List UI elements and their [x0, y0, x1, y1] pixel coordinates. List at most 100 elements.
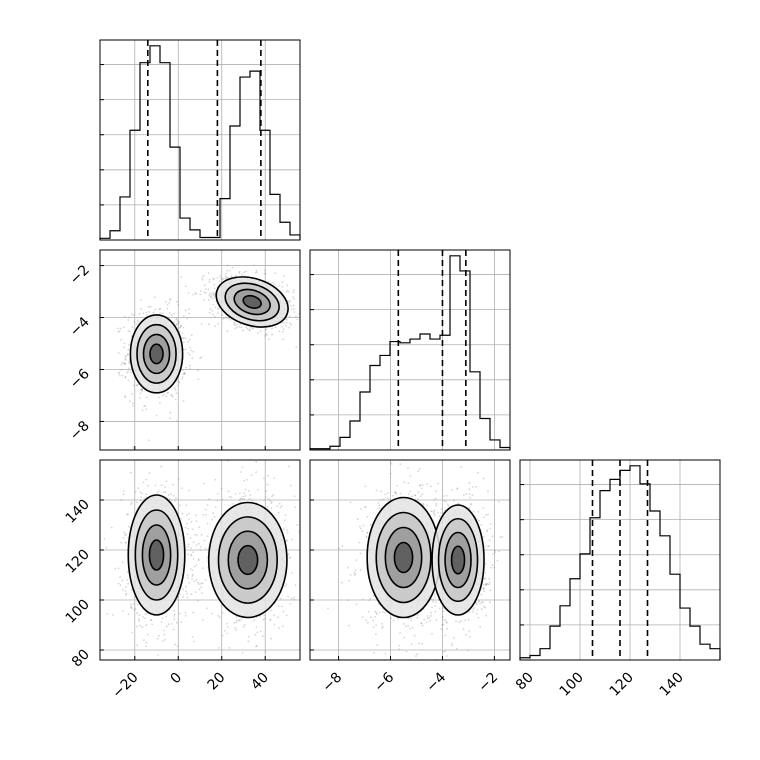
sample-point	[160, 465, 163, 468]
sample-point	[355, 559, 358, 562]
sample-point	[200, 586, 202, 588]
sample-point	[242, 625, 245, 628]
scatter-panel-p1-p2	[309, 459, 511, 661]
density-contour	[127, 494, 186, 616]
sample-point	[169, 417, 172, 420]
panel-frame	[519, 459, 721, 661]
sample-point	[272, 494, 275, 497]
sample-point	[172, 628, 175, 631]
sample-point	[124, 362, 126, 364]
sample-point	[163, 393, 166, 396]
sample-point	[482, 587, 485, 590]
sample-point	[170, 493, 173, 496]
sample-point	[373, 651, 375, 654]
sample-point	[249, 494, 252, 497]
sample-point	[488, 581, 491, 584]
sample-point	[137, 383, 140, 386]
sample-point	[180, 324, 182, 327]
sample-point	[265, 334, 268, 336]
sample-point	[194, 292, 197, 294]
sample-point	[129, 371, 132, 373]
sample-point	[194, 591, 197, 593]
sample-point	[364, 506, 366, 508]
sample-point	[407, 467, 409, 469]
density-fill	[238, 545, 258, 575]
sample-point	[386, 497, 389, 499]
histogram-panel-2	[519, 459, 721, 661]
sample-point	[208, 323, 210, 326]
sample-point	[285, 321, 288, 324]
sample-point	[491, 564, 494, 566]
sample-point	[145, 478, 148, 481]
sample-point	[434, 610, 437, 613]
sample-point	[419, 483, 422, 486]
sample-point	[399, 632, 401, 634]
sample-point	[290, 324, 293, 326]
sample-point	[270, 501, 273, 503]
sample-point	[186, 596, 189, 599]
sample-point	[433, 509, 436, 512]
sample-point	[255, 645, 258, 647]
sample-point	[188, 312, 191, 315]
sample-point	[481, 601, 483, 604]
sample-point	[248, 490, 250, 492]
sample-point	[270, 675, 272, 677]
sample-point	[426, 483, 428, 485]
sample-point	[203, 539, 206, 542]
sample-point	[163, 629, 165, 632]
sample-point	[278, 627, 280, 629]
sample-point	[214, 306, 217, 309]
sample-point	[135, 323, 138, 325]
sample-point	[289, 322, 291, 325]
sample-point	[265, 328, 268, 331]
sample-point	[426, 617, 429, 620]
sample-point	[485, 614, 487, 617]
sample-point	[372, 594, 375, 597]
sample-point	[182, 336, 185, 339]
sample-point	[369, 616, 372, 619]
sample-point	[296, 524, 299, 526]
sample-point	[138, 313, 141, 316]
sample-point	[291, 538, 293, 541]
sample-point	[207, 288, 210, 291]
sample-point	[157, 654, 159, 656]
sample-point	[132, 446, 135, 449]
sample-point	[191, 528, 194, 531]
sample-point	[263, 477, 265, 480]
sample-point	[192, 551, 194, 553]
sample-point	[187, 543, 190, 546]
sample-point	[267, 281, 270, 283]
sample-point	[372, 619, 375, 622]
sample-point	[304, 597, 306, 599]
sample-point	[236, 326, 238, 329]
sample-point	[131, 326, 134, 328]
sample-point	[173, 618, 176, 621]
sample-point	[159, 307, 162, 310]
sample-point	[228, 269, 231, 272]
sample-point	[291, 572, 293, 574]
sample-point	[380, 499, 383, 501]
sample-point	[141, 492, 144, 495]
sample-point	[442, 610, 444, 613]
sample-point	[217, 322, 220, 325]
sample-point	[136, 384, 139, 387]
sample-point	[127, 343, 130, 346]
sample-point	[270, 609, 273, 612]
sample-point	[488, 578, 491, 580]
sample-point	[262, 618, 265, 621]
sample-point	[200, 356, 203, 358]
sample-point	[278, 330, 281, 333]
sample-point	[266, 505, 269, 508]
sample-point	[158, 635, 160, 637]
sample-point	[260, 630, 262, 633]
sample-point	[120, 338, 122, 341]
sample-point	[173, 313, 175, 315]
sample-point	[157, 490, 160, 492]
sample-point	[140, 389, 142, 391]
sample-point	[238, 326, 241, 328]
sample-point	[411, 627, 414, 629]
sample-point	[277, 605, 280, 608]
sample-point	[359, 552, 362, 555]
sample-point	[106, 613, 109, 615]
sample-point	[118, 374, 121, 377]
